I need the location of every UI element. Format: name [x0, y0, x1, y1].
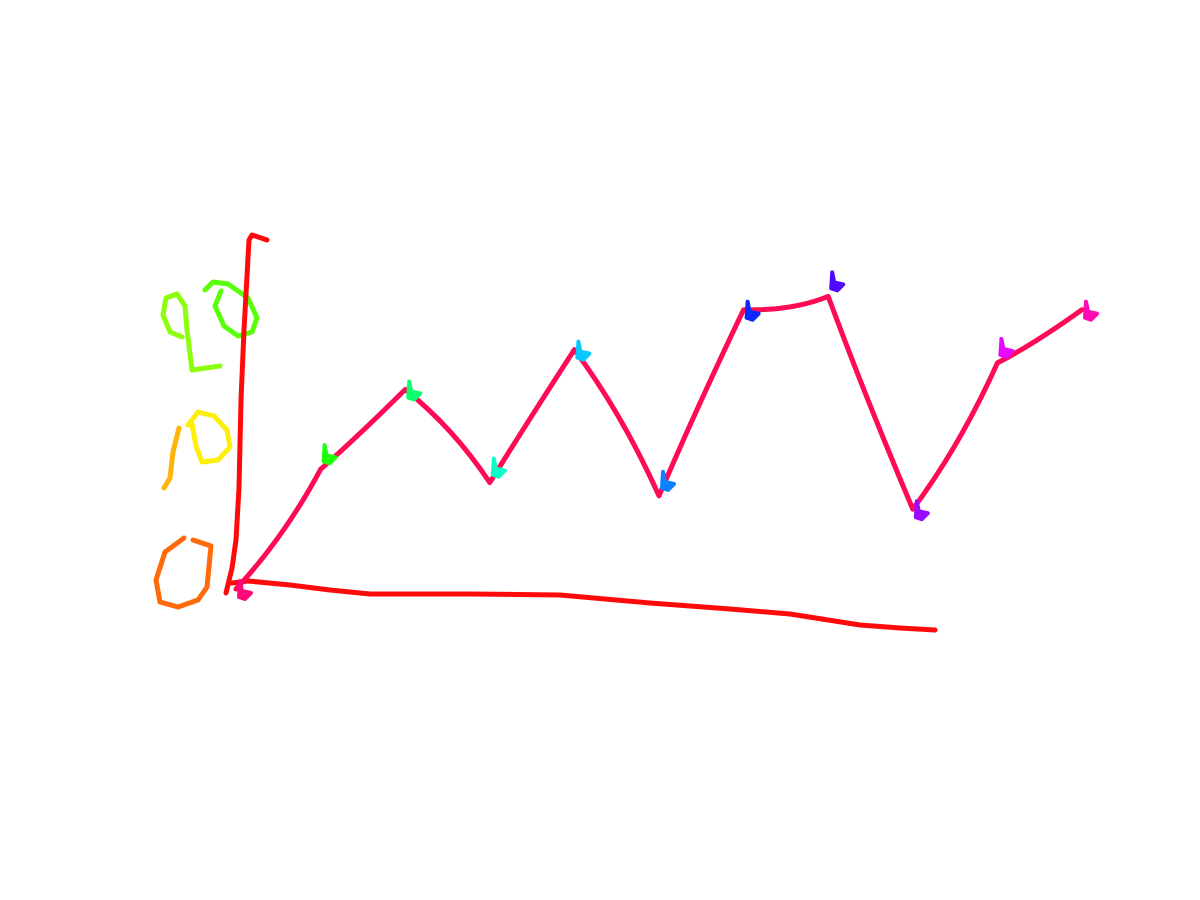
data-point-marker-4 [575, 339, 592, 362]
y-tick-label-10 [161, 409, 233, 491]
data-point-marker-2 [406, 379, 423, 402]
x-axis [229, 578, 938, 633]
y-axis [223, 232, 270, 596]
data-point-marker-5 [660, 469, 676, 492]
data-point-marker-0 [237, 579, 253, 601]
digit-0-glyph [185, 409, 233, 465]
digit-2-glyph [160, 291, 223, 373]
data-point-marker-10 [1083, 299, 1099, 322]
series-line [233, 293, 1085, 592]
axes [223, 232, 938, 633]
digit-0-glyph [153, 535, 214, 610]
y-tick-label-0 [153, 535, 214, 610]
data-point-marker-7 [829, 270, 846, 293]
data-point-marker-3 [490, 456, 507, 479]
data-point-marker-8 [913, 499, 930, 522]
data-series [233, 293, 1085, 592]
data-point-marker-9 [998, 336, 1015, 359]
digit-1-glyph [161, 425, 182, 491]
y-tick-label-20 [160, 279, 260, 373]
data-point-marker-1 [321, 443, 338, 466]
y-axis-tick-labels [153, 279, 260, 610]
digit-0-glyph [202, 279, 260, 339]
data-point-markers [237, 270, 1099, 601]
data-point-marker-6 [744, 299, 761, 322]
